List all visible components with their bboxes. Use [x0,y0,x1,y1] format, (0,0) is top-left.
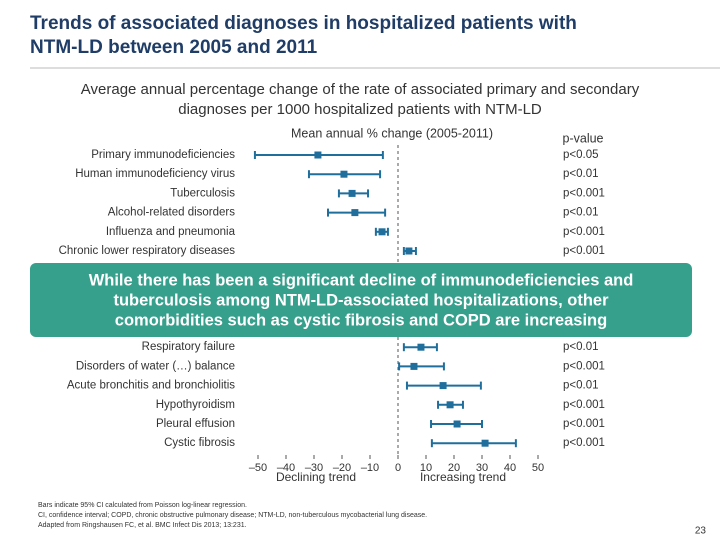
title: NTM-LD between 2005 and 2011 [30,37,318,58]
x-tick-label: 0 [395,462,401,474]
x-tick-label: 20 [448,462,460,474]
x-tick-label: 30 [476,462,488,474]
p-value: p<0.01 [563,207,599,219]
row-label: Respiratory failure [142,341,235,353]
footnote: Bars indicate 95% CI calculated from Poi… [38,502,247,509]
subtitle: diagnoses per 1000 hospitalized patients… [178,101,542,118]
x-tick-label: 10 [420,462,432,474]
row-label: Pleural effusion [156,418,235,430]
row-label: Acute bronchitis and bronchiolitis [67,380,235,392]
point-estimate [410,362,418,370]
banner-text: comorbidities such as cystic fibrosis an… [115,311,607,329]
banner [30,263,692,337]
subtitle: Average annual percentage change of the … [81,81,640,98]
x-tick-label: –20 [333,462,351,474]
point-estimate [340,170,348,178]
point-estimate [439,382,447,390]
point-estimate [314,151,322,159]
plot: –50 –40 –30 –20 –10 0 10 20 30 40 50 Primary immuno… [59,145,605,474]
row-label: Cystic fibrosis [164,437,235,449]
pvalue-header: p-value [563,131,604,145]
p-value: p<0.001 [563,399,605,411]
point-estimate [351,209,359,217]
p-value: p<0.001 [563,437,605,449]
p-value: p<0.05 [563,149,599,161]
x-tick-label: –50 [249,462,267,474]
point-estimate [378,228,386,236]
banner-text: tuberculosis among NTM-LD-associated hos… [113,291,609,309]
point-estimate [405,247,413,255]
p-value: p<0.001 [563,245,605,257]
page-number: 23 [695,526,707,537]
x-tick-label: –40 [277,462,295,474]
p-value: p<0.01 [563,341,599,353]
right-annotation: Increasing trend [420,470,506,484]
row-label: Hypothyroidism [156,399,235,411]
point-estimate [348,189,356,197]
p-value: p<0.001 [563,418,605,430]
row-label: Chronic lower respiratory diseases [59,245,236,257]
point-estimate [453,420,461,428]
row-label: Alcohol-related disorders [108,207,235,219]
left-annotation: Declining trend [276,470,356,484]
p-value: p<0.001 [563,360,605,372]
row-label: Influenza and pneumonia [106,226,236,238]
footnote: Adapted from Ringshausen FC, et al. BMC … [38,522,247,529]
p-value: p<0.01 [563,380,599,392]
point-estimate [446,401,454,409]
row-label: Tuberculosis [170,187,235,199]
footnote: CI, confidence interval; COPD, chronic o… [38,512,427,519]
p-value: p<0.01 [563,168,599,180]
x-tick-label: –30 [305,462,323,474]
x-tick-label: –10 [361,462,379,474]
point-estimate [417,343,425,351]
banner-text: While there has been a significant decli… [89,271,634,289]
row-label: Human immunodeficiency virus [75,168,235,180]
title: Trends of associated diagnoses in hospit… [30,13,577,34]
row-label: Primary immunodeficiencies [91,149,235,161]
point-estimate [481,439,489,447]
axis-title: Mean annual % change (2005-2011) [291,126,493,140]
x-tick-label: 40 [504,462,516,474]
x-tick-label: 50 [532,462,544,474]
row-label: Disorders of water (…) balance [76,360,235,372]
p-value: p<0.001 [563,187,605,199]
p-value: p<0.001 [563,226,605,238]
